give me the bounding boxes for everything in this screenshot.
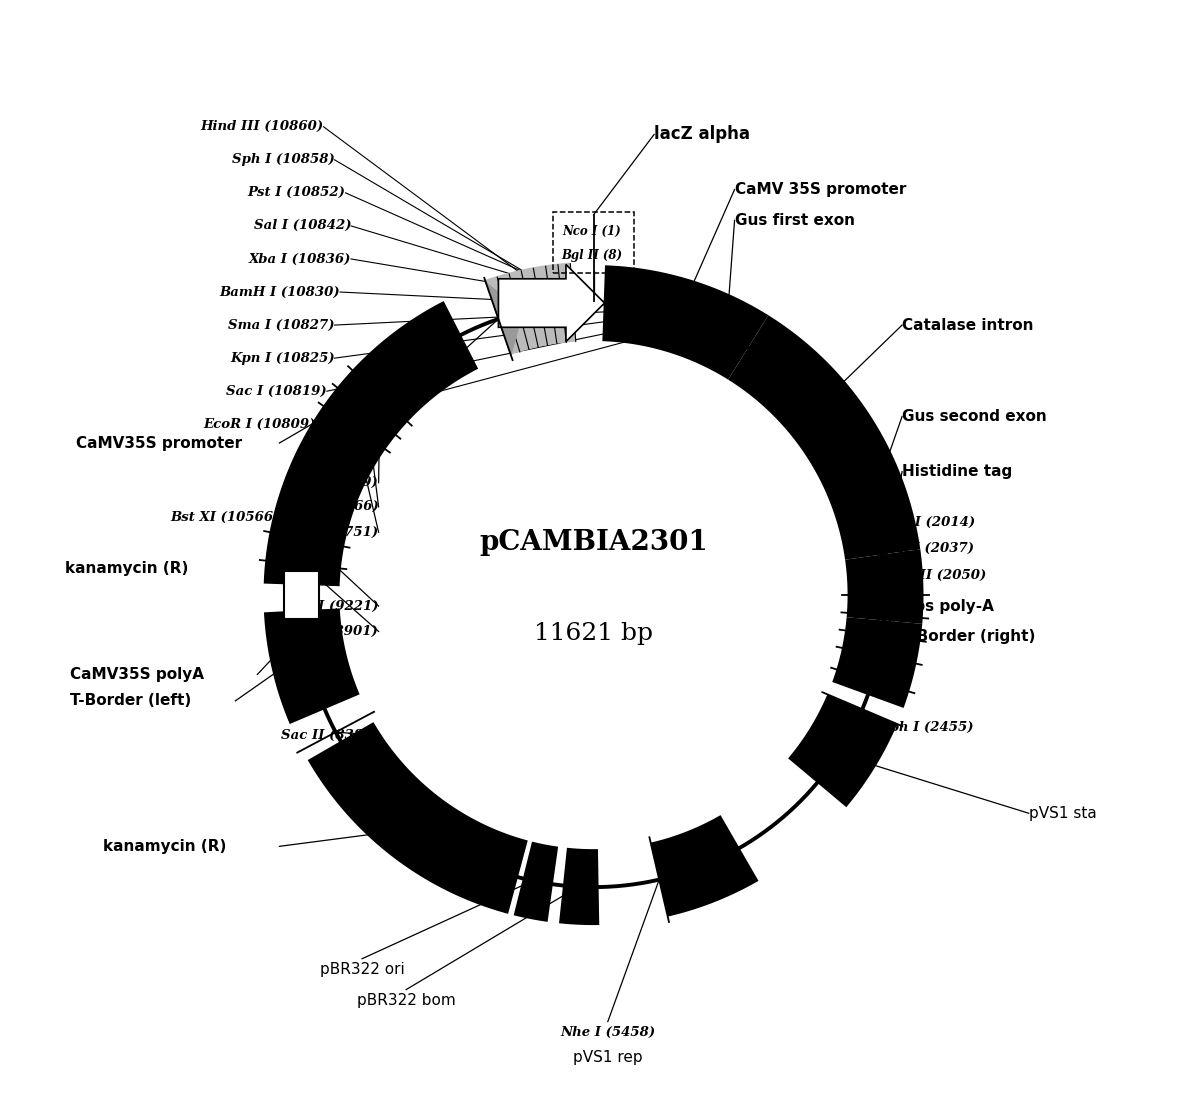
Text: Sal I (10842): Sal I (10842) — [254, 219, 351, 233]
Text: Sph I (10858): Sph I (10858) — [231, 153, 335, 166]
Text: pVS1 sta: pVS1 sta — [1029, 806, 1097, 821]
Text: pCAMBIA2301: pCAMBIA2301 — [480, 529, 707, 555]
Text: T-Border (left): T-Border (left) — [70, 693, 191, 709]
Text: CaMV35S polyA: CaMV35S polyA — [70, 667, 204, 682]
Text: kanamycin (R): kanamycin (R) — [64, 561, 188, 576]
Polygon shape — [264, 301, 478, 586]
Polygon shape — [728, 315, 920, 560]
Text: Nco I (1): Nco I (1) — [561, 225, 621, 238]
Text: Nhe I (5458): Nhe I (5458) — [560, 1026, 655, 1039]
Text: Pml I (2037): Pml I (2037) — [880, 542, 975, 555]
Text: Xho I (9779): Xho I (9779) — [285, 476, 379, 489]
Polygon shape — [499, 264, 604, 342]
Text: Nco I (9751): Nco I (9751) — [285, 526, 379, 539]
Polygon shape — [559, 847, 599, 925]
Text: CaMV35S promoter: CaMV35S promoter — [76, 435, 242, 451]
Text: Sac II (8383): Sac II (8383) — [281, 728, 379, 742]
Text: Pst I (10852): Pst I (10852) — [248, 186, 345, 199]
Text: Nos poly-A: Nos poly-A — [902, 598, 994, 614]
Text: Bgl II (9766): Bgl II (9766) — [281, 500, 379, 514]
Text: Sma I (10827): Sma I (10827) — [228, 318, 335, 332]
Text: pBR322 ori: pBR322 ori — [319, 962, 405, 977]
Polygon shape — [832, 617, 922, 707]
Text: CaMV 35S promoter: CaMV 35S promoter — [735, 182, 906, 197]
Text: Gus first exon: Gus first exon — [735, 213, 855, 228]
Polygon shape — [602, 266, 768, 379]
Text: Kpn I (10825): Kpn I (10825) — [230, 352, 335, 365]
Text: Catalase intron: Catalase intron — [902, 317, 1034, 333]
Polygon shape — [650, 815, 758, 917]
Polygon shape — [788, 694, 897, 807]
Text: BamH I (10830): BamH I (10830) — [220, 285, 339, 299]
Text: T-Border (right): T-Border (right) — [902, 629, 1035, 645]
Polygon shape — [264, 608, 360, 724]
Bar — [284, 571, 319, 619]
Polygon shape — [485, 283, 522, 355]
Text: Sph I (2455): Sph I (2455) — [880, 721, 973, 734]
Text: EcoR I (10809): EcoR I (10809) — [203, 418, 316, 431]
Text: lacZ alpha: lacZ alpha — [654, 126, 750, 143]
Polygon shape — [514, 842, 558, 922]
Polygon shape — [845, 549, 923, 624]
Text: kanamycin (R): kanamycin (R) — [103, 839, 227, 854]
Text: Histidine tag: Histidine tag — [902, 464, 1013, 479]
Text: Sac I (10819): Sac I (10819) — [227, 385, 326, 398]
Text: pBR322 bom: pBR322 bom — [357, 993, 456, 1008]
Text: Xho I (8901): Xho I (8901) — [285, 625, 379, 638]
Text: Bgl II (8): Bgl II (8) — [560, 249, 622, 262]
Text: pVS1 rep: pVS1 rep — [573, 1050, 642, 1066]
Polygon shape — [307, 722, 528, 914]
Text: Hind III (10860): Hind III (10860) — [201, 120, 324, 133]
Polygon shape — [485, 262, 576, 355]
Text: 11621 bp: 11621 bp — [534, 623, 653, 645]
Text: Gus second exon: Gus second exon — [902, 409, 1047, 424]
Text: Sph I (9221): Sph I (9221) — [285, 599, 379, 613]
Text: Bst XI (10566): Bst XI (10566) — [170, 511, 279, 525]
Text: Nhe I (2014): Nhe I (2014) — [880, 516, 976, 529]
Text: Bst EII (2050): Bst EII (2050) — [880, 569, 986, 582]
Text: Xba I (10836): Xba I (10836) — [249, 252, 351, 266]
